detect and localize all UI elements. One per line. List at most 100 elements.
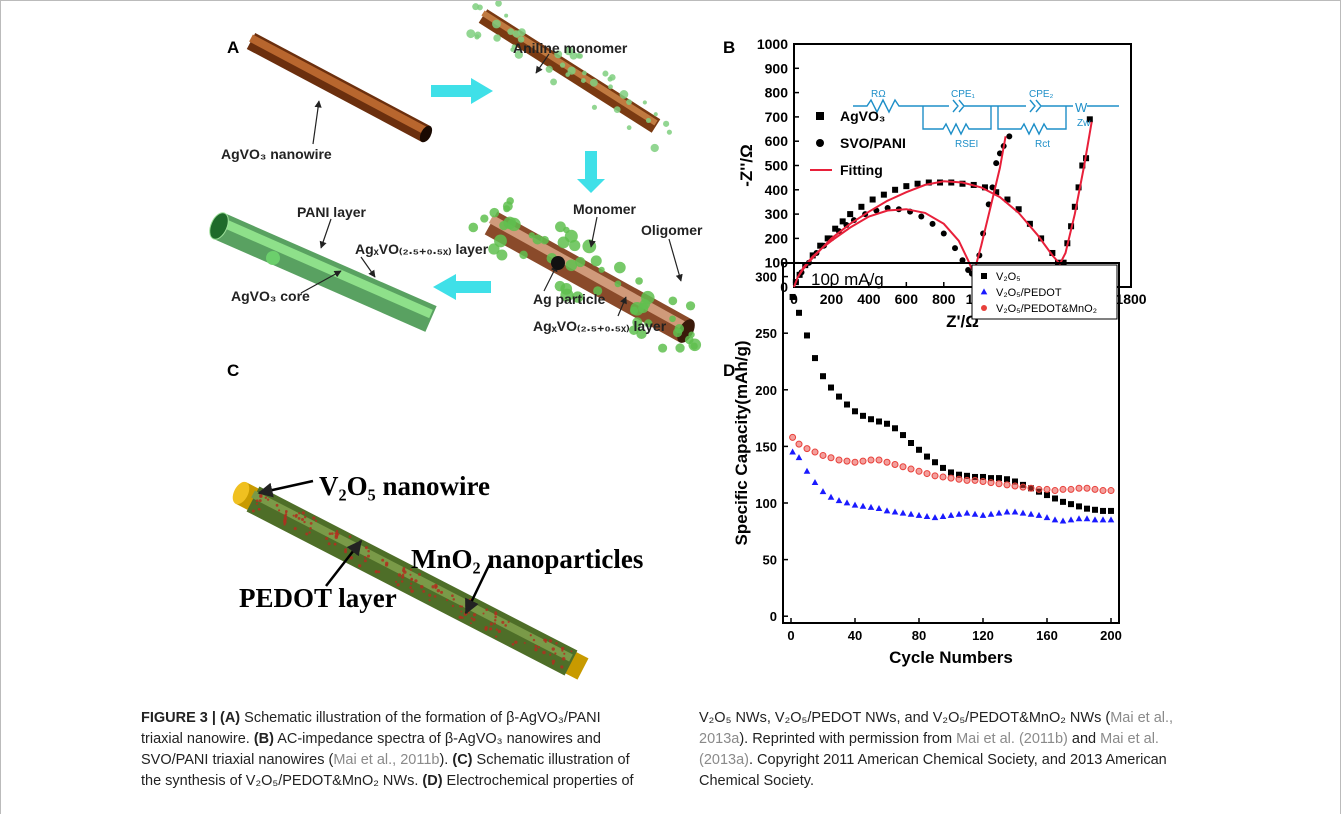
citation-link[interactable]: Mai et al. (2011b) xyxy=(956,731,1068,747)
ag-particle xyxy=(551,256,565,270)
dot xyxy=(292,514,295,517)
citation-link[interactable]: Mai et al., 2011b xyxy=(333,752,440,768)
dot xyxy=(452,598,455,601)
point xyxy=(859,457,867,465)
dot xyxy=(493,34,501,42)
caption-run: Electrochemical properties of V₂O₅ NWs, … xyxy=(442,710,1111,789)
dot xyxy=(537,646,540,649)
point xyxy=(925,179,932,186)
point xyxy=(1075,484,1083,492)
dot xyxy=(619,90,629,99)
point xyxy=(980,473,986,480)
dot xyxy=(409,573,412,576)
citation-link[interactable]: Mai et al. (2013a) xyxy=(699,731,1159,768)
dot xyxy=(626,99,632,105)
point xyxy=(1083,515,1091,522)
point xyxy=(1091,516,1099,523)
y-tick-label: 800 xyxy=(765,85,789,101)
dot xyxy=(394,580,398,583)
point xyxy=(817,242,824,249)
x-axis-label: Cycle Numbers xyxy=(889,648,1013,667)
point xyxy=(1003,508,1011,515)
dot xyxy=(532,638,536,642)
pointers xyxy=(300,53,683,317)
dot xyxy=(473,602,477,607)
dot xyxy=(580,78,586,84)
point xyxy=(819,488,827,495)
dot xyxy=(507,620,510,623)
arrow xyxy=(431,78,493,104)
dot xyxy=(551,662,555,665)
dot xyxy=(484,627,488,631)
point xyxy=(847,211,854,218)
dot xyxy=(666,129,672,135)
dot xyxy=(551,647,555,651)
pointers xyxy=(257,479,493,615)
dot xyxy=(613,106,621,114)
point xyxy=(820,373,826,380)
dot xyxy=(459,605,462,608)
point xyxy=(852,408,858,415)
point xyxy=(1019,509,1027,516)
dot xyxy=(305,532,309,536)
dot xyxy=(504,13,509,18)
dot xyxy=(488,243,500,255)
point xyxy=(914,180,921,187)
dot xyxy=(638,302,649,314)
point xyxy=(1092,506,1098,513)
point xyxy=(795,454,803,461)
point xyxy=(947,511,955,518)
dot xyxy=(551,659,556,664)
plot-frame xyxy=(782,262,1120,624)
nanowire-shine xyxy=(249,34,428,135)
point xyxy=(1004,196,1011,203)
caption-run: AC-impedance spectra of β-AgVO₃ nanowire… xyxy=(141,731,601,768)
dot xyxy=(334,543,337,546)
pointer xyxy=(360,256,376,278)
point xyxy=(952,245,959,252)
dot xyxy=(403,570,407,574)
dot xyxy=(493,619,497,622)
dot xyxy=(650,143,659,153)
caption-run: ). xyxy=(439,752,453,768)
point xyxy=(1086,116,1093,123)
dot xyxy=(433,595,437,598)
dot xyxy=(259,494,263,498)
dot xyxy=(309,522,313,525)
point xyxy=(907,465,915,473)
citation-link[interactable]: Mai et al., 2013a xyxy=(699,710,1174,747)
dot xyxy=(401,573,405,577)
legend-label: V₂O₅ xyxy=(996,271,1021,283)
dot xyxy=(460,605,464,608)
dot xyxy=(560,665,564,669)
dot xyxy=(440,590,444,594)
x-tick-label: 800 xyxy=(932,291,956,307)
legend-label: Fitting xyxy=(840,162,883,178)
dot xyxy=(571,291,584,303)
label: V₂O₅ nanowire xyxy=(319,471,490,501)
label: Ag particle xyxy=(533,291,606,307)
circuit-label: CPE₂ xyxy=(1029,89,1054,100)
dot xyxy=(466,29,476,39)
dot xyxy=(451,594,454,598)
dot xyxy=(494,234,507,248)
dot xyxy=(303,515,307,519)
coated-wire xyxy=(213,213,437,332)
dot xyxy=(283,520,287,525)
point xyxy=(965,266,972,273)
dot xyxy=(635,277,643,285)
point xyxy=(1075,184,1082,191)
point xyxy=(993,160,1000,167)
dot xyxy=(434,583,438,588)
dot xyxy=(540,235,549,245)
dot xyxy=(366,554,371,558)
point xyxy=(819,451,827,459)
point xyxy=(1068,501,1074,508)
dot xyxy=(381,558,385,562)
dot xyxy=(327,542,331,546)
point xyxy=(1067,485,1075,493)
x-axis-label: Z'/Ω xyxy=(946,312,979,331)
dot xyxy=(489,622,493,626)
dot xyxy=(298,512,301,515)
legend-swatch xyxy=(981,273,987,279)
